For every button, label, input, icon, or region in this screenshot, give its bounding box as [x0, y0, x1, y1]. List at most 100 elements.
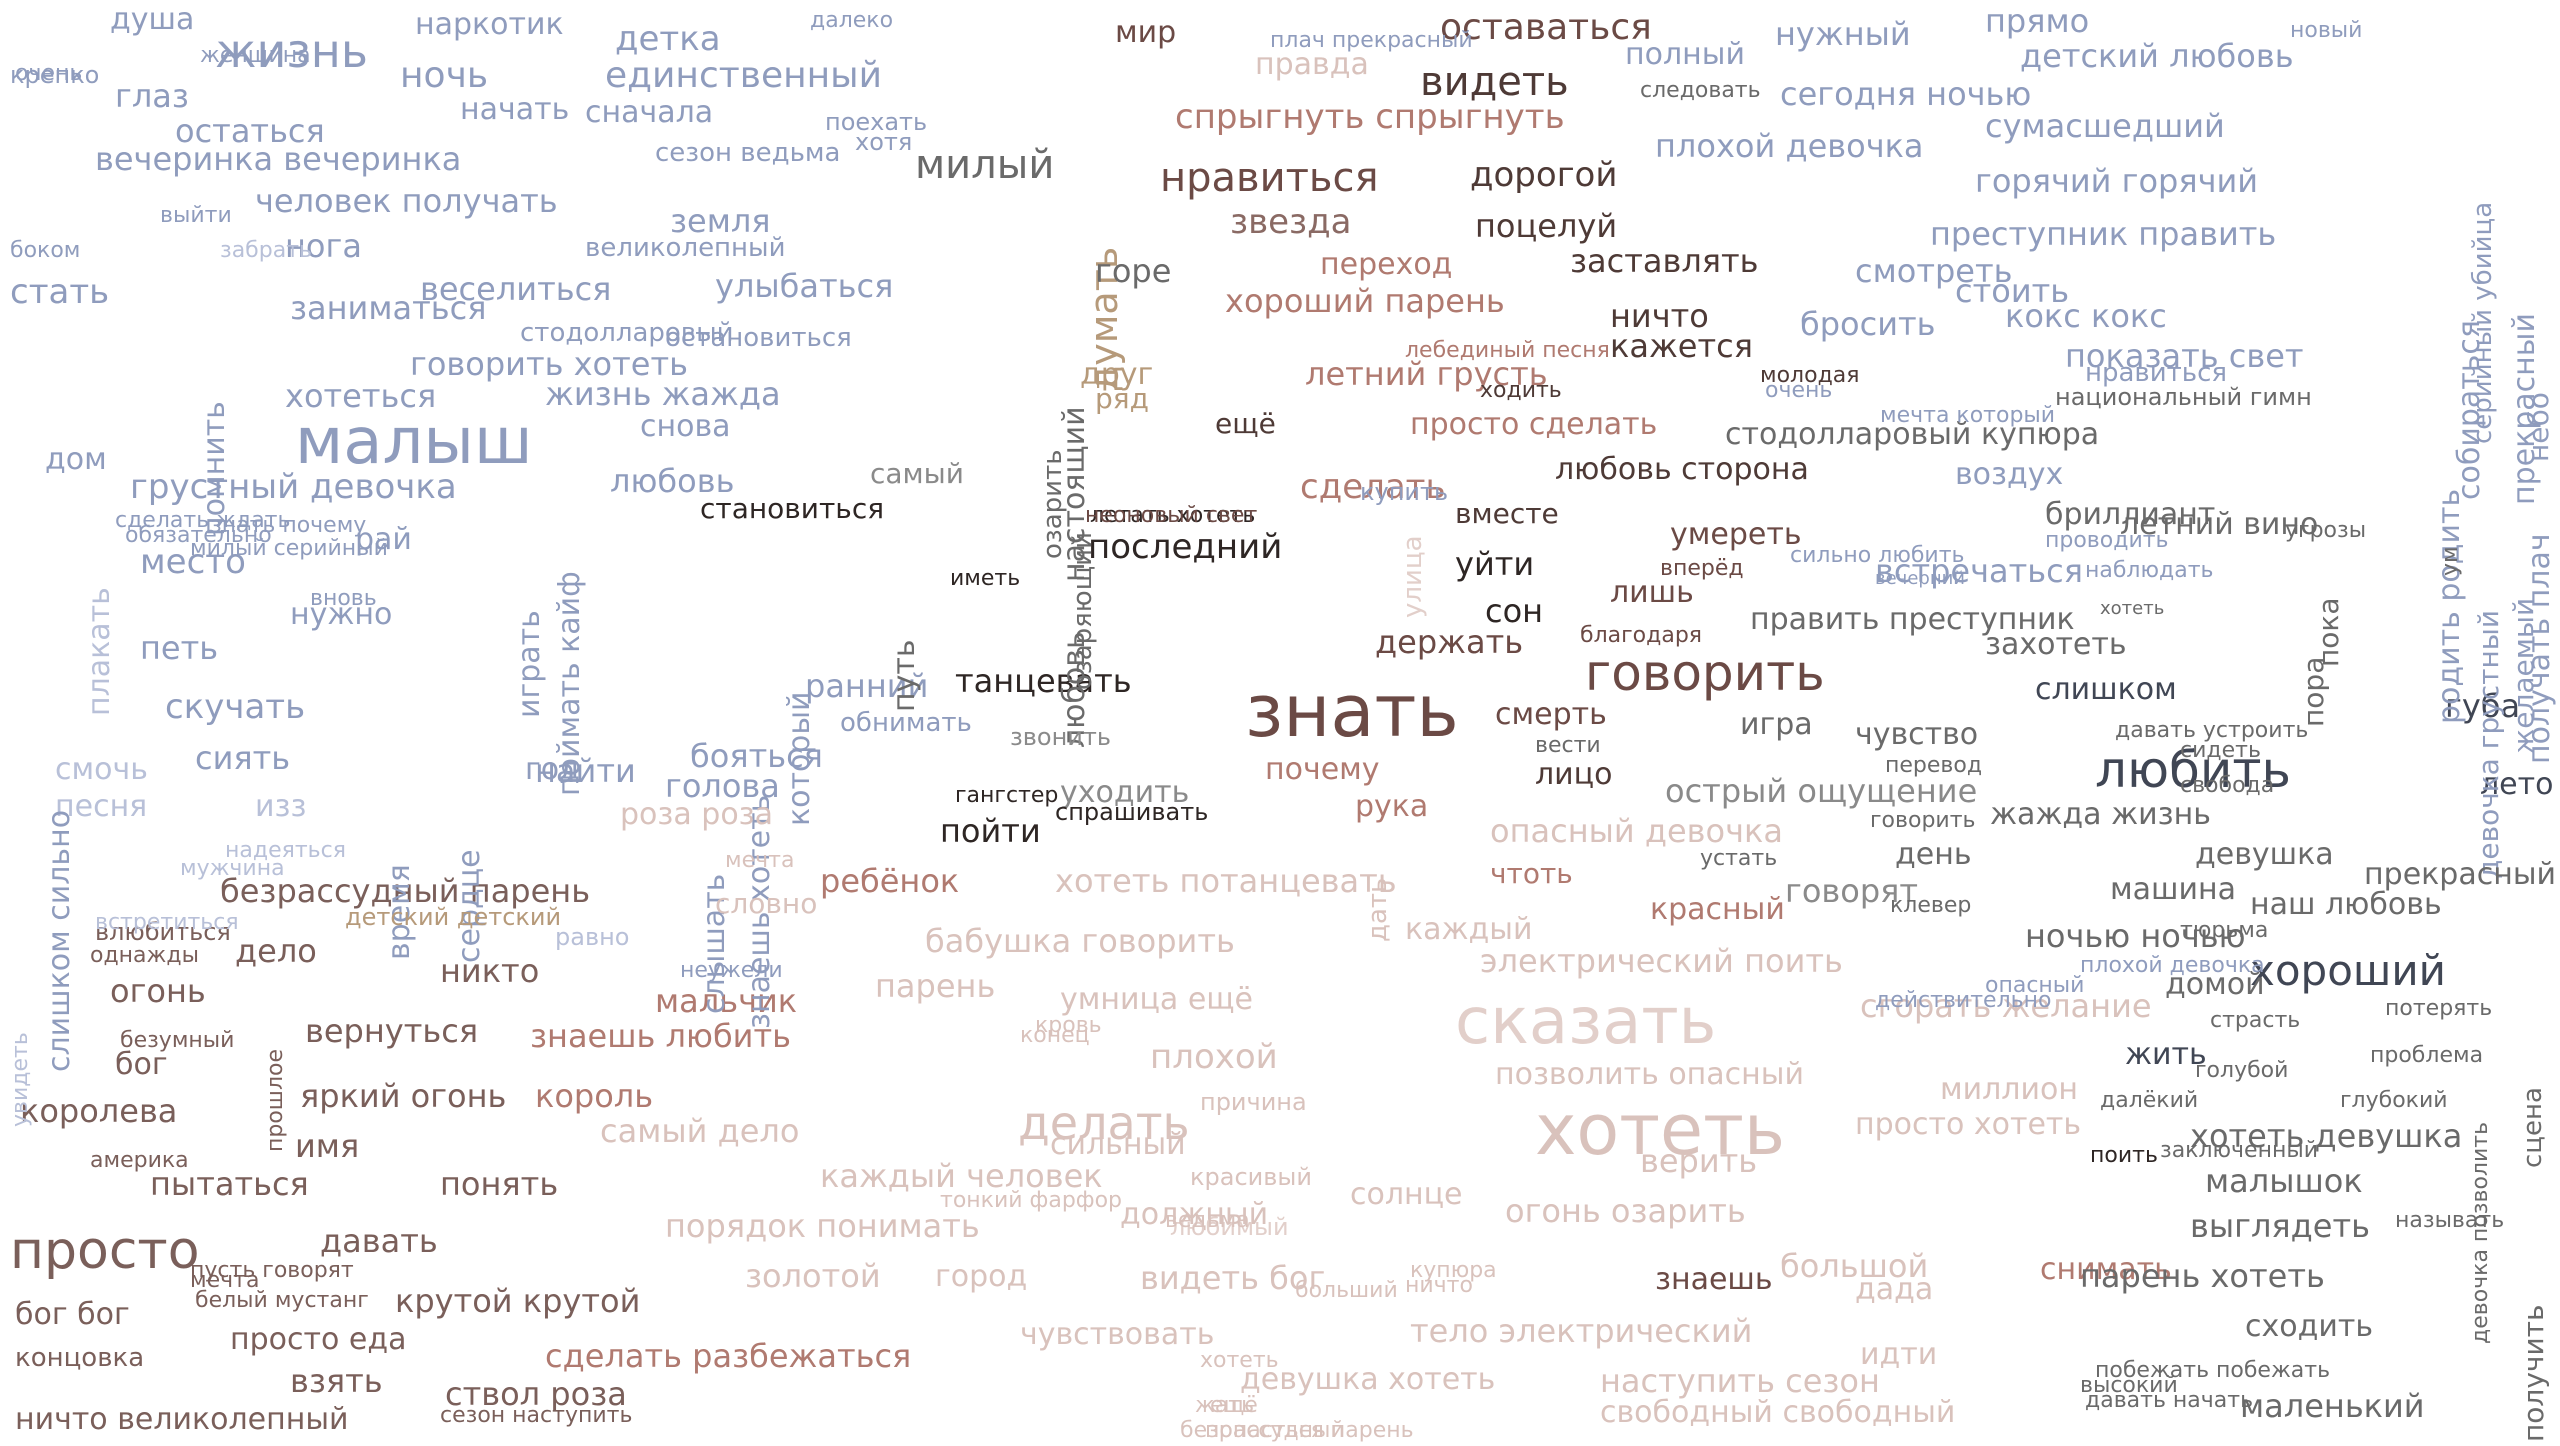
cloud-word: умница ещё [1060, 982, 1254, 1017]
cloud-word: безрассудный парень [220, 872, 591, 910]
cloud-word: серийный убийца [2468, 201, 2498, 444]
cloud-word: красный [1650, 892, 1785, 927]
cloud-word: яркий огонь [300, 1077, 507, 1115]
cloud-word: давать устроить [2115, 718, 2309, 743]
cloud-word: человек получать [255, 182, 558, 220]
cloud-word: летний вино [2120, 507, 2319, 542]
cloud-word: милый серийный [190, 536, 388, 561]
cloud-word: выглядеть [2190, 1207, 2370, 1245]
cloud-word: сильный [1050, 1127, 1186, 1162]
cloud-word: веселиться [420, 270, 612, 308]
cloud-word: однажды [90, 943, 199, 968]
cloud-word: глаз [115, 77, 189, 115]
cloud-word: играть [512, 610, 547, 718]
cloud-word: больший [1295, 1278, 1398, 1303]
cloud-word: девочка позволить [2468, 1122, 2493, 1345]
cloud-word: маленький [2240, 1387, 2425, 1425]
cloud-word: выйти [160, 203, 232, 228]
cloud-word: говорить [1870, 808, 1976, 833]
cloud-word: мечта [190, 1268, 260, 1293]
cloud-word: душа [110, 2, 195, 37]
cloud-word: хотеть потанцевать [1055, 862, 1397, 900]
cloud-word: большой [1780, 1247, 1929, 1285]
cloud-word: давать [320, 1222, 438, 1260]
cloud-word: бабушка говорить [925, 922, 1235, 960]
cloud-word: спрашивать [1055, 798, 1209, 826]
cloud-word: далёкий [2100, 1088, 2199, 1113]
cloud-word: попасться парень [1205, 1418, 1414, 1443]
cloud-word: чувствовать [1020, 1317, 1215, 1352]
cloud-word: голова [665, 767, 780, 805]
cloud-word: тонкий фарфор [940, 1188, 1123, 1213]
cloud-word: гангстер [955, 783, 1059, 808]
cloud-word: мужчина [180, 856, 285, 881]
cloud-word: заставлять [1570, 242, 1759, 280]
cloud-word: сгорать желание [1860, 987, 2152, 1025]
cloud-word: рай [355, 522, 412, 557]
cloud-word: сначала [585, 95, 714, 130]
cloud-word: мечта [725, 848, 795, 873]
cloud-word: захотеть [1985, 627, 2127, 662]
cloud-word: пока [2312, 597, 2345, 668]
cloud-word: ночь [400, 55, 489, 96]
cloud-word: красивый [1190, 1163, 1312, 1191]
cloud-word: полный [1625, 37, 1745, 72]
cloud-word: конец [1020, 1023, 1090, 1048]
cloud-word: сделать разбежаться [545, 1337, 912, 1375]
cloud-word: очень [1765, 378, 1833, 403]
cloud-word: детка [615, 19, 721, 59]
cloud-word: боком [10, 238, 81, 263]
cloud-word: ходить [1480, 378, 1562, 403]
cloud-word: смерть [1495, 697, 1607, 732]
cloud-word: путь [887, 639, 922, 712]
cloud-word: детский любовь [2020, 37, 2294, 75]
cloud-word: наступить сезон [1600, 1362, 1880, 1400]
cloud-word: сходить [2245, 1309, 2373, 1344]
cloud-word: роза роза [620, 797, 774, 832]
cloud-word: место [140, 542, 246, 582]
cloud-word: женщина [200, 43, 311, 68]
cloud-word: дело [235, 932, 317, 970]
cloud-word: улица [1398, 535, 1428, 618]
cloud-word: каждый [1405, 912, 1533, 947]
cloud-word: смотреть [1855, 252, 2013, 290]
cloud-word: игра [1740, 707, 1813, 742]
cloud-word: знать почему [210, 513, 367, 538]
cloud-word: ещё [1215, 407, 1276, 440]
cloud-word: наркотик [415, 7, 564, 42]
cloud-word: жить [2125, 1037, 2207, 1072]
cloud-word: парень [875, 967, 996, 1005]
cloud-word: милый [915, 142, 1055, 188]
cloud-word: девочка грустный [2472, 609, 2505, 879]
cloud-word: побежать побежать [2095, 1358, 2331, 1383]
cloud-word: видеть бог [1140, 1259, 1326, 1297]
cloud-word: огонь озарить [1505, 1192, 1746, 1230]
cloud-word: знаешь любить [530, 1017, 791, 1055]
cloud-word: крутой крутой [395, 1282, 641, 1320]
cloud-word: причина [1200, 1088, 1307, 1116]
cloud-word: крепко [10, 61, 100, 89]
cloud-word: потерять [2385, 996, 2493, 1021]
cloud-word: угрозы [2285, 518, 2367, 543]
cloud-word: сегодня ночью [1780, 75, 2032, 113]
cloud-word: город [935, 1259, 1028, 1294]
cloud-word: обнимать [840, 708, 972, 738]
cloud-word: машина [2110, 872, 2236, 907]
cloud-word: вперёд [1660, 556, 1744, 581]
cloud-word: словно [715, 887, 818, 920]
cloud-word: сказать [1455, 985, 1717, 1059]
cloud-word: песня [55, 789, 148, 824]
cloud-word: королева [20, 1092, 178, 1130]
cloud-word: почему [1265, 752, 1380, 787]
cloud-word: равно [555, 923, 630, 951]
cloud-word: лето [2480, 767, 2554, 802]
cloud-word: устать [1700, 846, 1778, 871]
cloud-word: любимый [1170, 1213, 1289, 1241]
cloud-word: хотеться [285, 377, 437, 415]
cloud-word: поить [2090, 1143, 2158, 1168]
cloud-word: остаться [175, 112, 325, 150]
cloud-word: знать [1245, 669, 1459, 753]
cloud-word: высокий [2080, 1373, 2178, 1398]
cloud-word: новый [2290, 18, 2363, 43]
cloud-word: белый мустанг [195, 1288, 369, 1313]
